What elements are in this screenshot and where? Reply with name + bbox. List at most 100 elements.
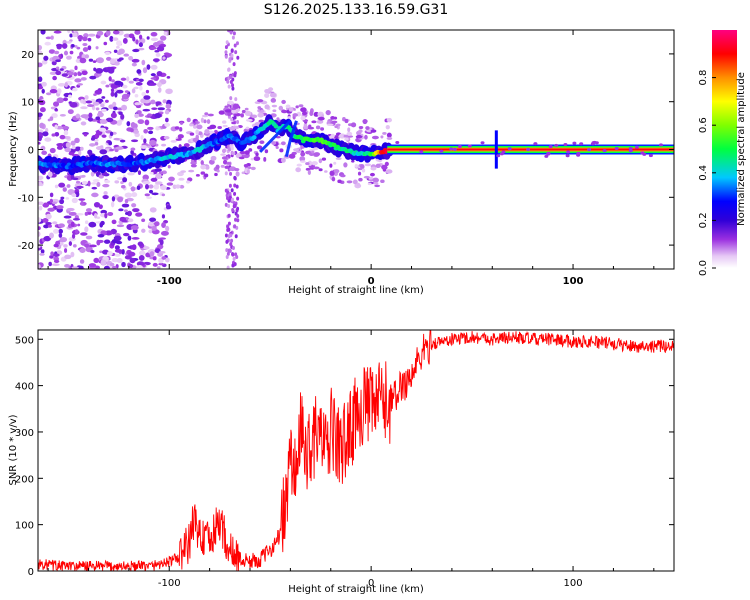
noise-blob [122, 84, 128, 89]
noise-blob [114, 253, 121, 257]
noise-blob [131, 192, 138, 198]
noise-blob [346, 180, 353, 184]
noise-blob [246, 169, 250, 174]
noise-blob [189, 123, 194, 127]
noise-blob [152, 262, 158, 267]
noise-blob [257, 99, 264, 103]
noise-blob [231, 86, 235, 91]
noise-blob [215, 164, 220, 170]
noise-blob [38, 112, 43, 118]
noise-blob [38, 85, 44, 90]
noise-blob [317, 116, 325, 121]
noise-blob [127, 210, 132, 217]
noise-blob [66, 207, 75, 212]
noise-blob [229, 126, 236, 131]
noise-blob [38, 76, 43, 83]
noise-blob [634, 145, 639, 149]
noise-blob [220, 164, 225, 168]
noise-blob [151, 107, 158, 111]
x-tick-label: 100 [563, 276, 584, 287]
noise-blob [318, 168, 323, 172]
noise-blob [364, 163, 372, 167]
noise-blob [200, 164, 207, 170]
noise-blob [63, 215, 72, 219]
noise-blob [92, 101, 100, 106]
ridge-core-blob [273, 124, 279, 129]
x-tick-label: -100 [158, 578, 181, 589]
noise-blob [230, 117, 234, 122]
noise-blob [38, 217, 42, 223]
noise-blob [53, 50, 60, 55]
noise-blob [224, 202, 228, 207]
noise-blob [614, 146, 619, 150]
noise-blob [79, 259, 85, 264]
noise-blob [127, 218, 134, 223]
noise-blob [112, 30, 120, 35]
noise-blob [307, 126, 315, 130]
noise-blob [116, 89, 124, 94]
noise-blob [165, 117, 169, 123]
noise-blob [99, 250, 103, 254]
noise-blob [361, 168, 366, 173]
noise-blob [112, 37, 119, 41]
noise-blob [640, 151, 645, 155]
noise-blob [103, 265, 110, 269]
noise-blob [128, 55, 134, 61]
noise-blob [355, 134, 363, 139]
noise-blob [81, 70, 88, 76]
snr-y-axis-label: SNR (10 * v/v) [8, 414, 19, 485]
noise-blob [287, 116, 292, 120]
noise-blob [230, 53, 234, 58]
noise-blob [150, 77, 157, 80]
steady-tone-band [387, 130, 674, 169]
noise-blob [147, 113, 153, 117]
noise-blob [234, 234, 238, 239]
noise-blob [75, 113, 81, 119]
noise-blob [135, 39, 139, 45]
noise-blob [149, 139, 157, 146]
noise-blob [75, 185, 84, 189]
noise-blob [67, 30, 71, 34]
noise-blob [166, 76, 171, 79]
noise-blob [74, 45, 78, 48]
noise-blob [224, 45, 228, 50]
noise-blob [295, 105, 299, 109]
noise-blob [149, 207, 157, 213]
noise-blob [280, 157, 286, 163]
noise-blob [566, 150, 571, 154]
noise-blob [206, 119, 211, 124]
noise-blob [151, 225, 157, 231]
ridge-core-blob [331, 142, 337, 148]
noise-blob [64, 82, 69, 88]
noise-blob [371, 135, 379, 140]
noise-blob [303, 123, 308, 128]
noise-blob [227, 112, 232, 117]
noise-blob [109, 262, 115, 267]
noise-blob [141, 228, 146, 233]
noise-blob [78, 150, 82, 156]
noise-blob [57, 82, 66, 87]
noise-blob [43, 55, 49, 61]
noise-blob [233, 43, 237, 48]
noise-blob [60, 196, 65, 200]
noise-blob [90, 137, 95, 141]
noise-blob [224, 233, 228, 238]
noise-blob [81, 180, 88, 185]
noise-blob [346, 131, 353, 136]
noise-blob [226, 265, 230, 269]
noise-blob [52, 253, 60, 257]
noise-blob [288, 153, 296, 159]
noise-blob [224, 54, 228, 59]
noise-blob [50, 35, 54, 40]
noise-blob [263, 156, 267, 162]
noise-blob [71, 145, 76, 150]
noise-blob [158, 250, 166, 254]
noise-blob [131, 123, 138, 129]
noise-blob [156, 243, 164, 250]
noise-blob [602, 149, 607, 153]
noise-blob [121, 261, 126, 268]
noise-blob [114, 61, 120, 66]
noise-blob [88, 263, 97, 268]
noise-blob [143, 246, 150, 250]
noise-blob [227, 233, 231, 238]
